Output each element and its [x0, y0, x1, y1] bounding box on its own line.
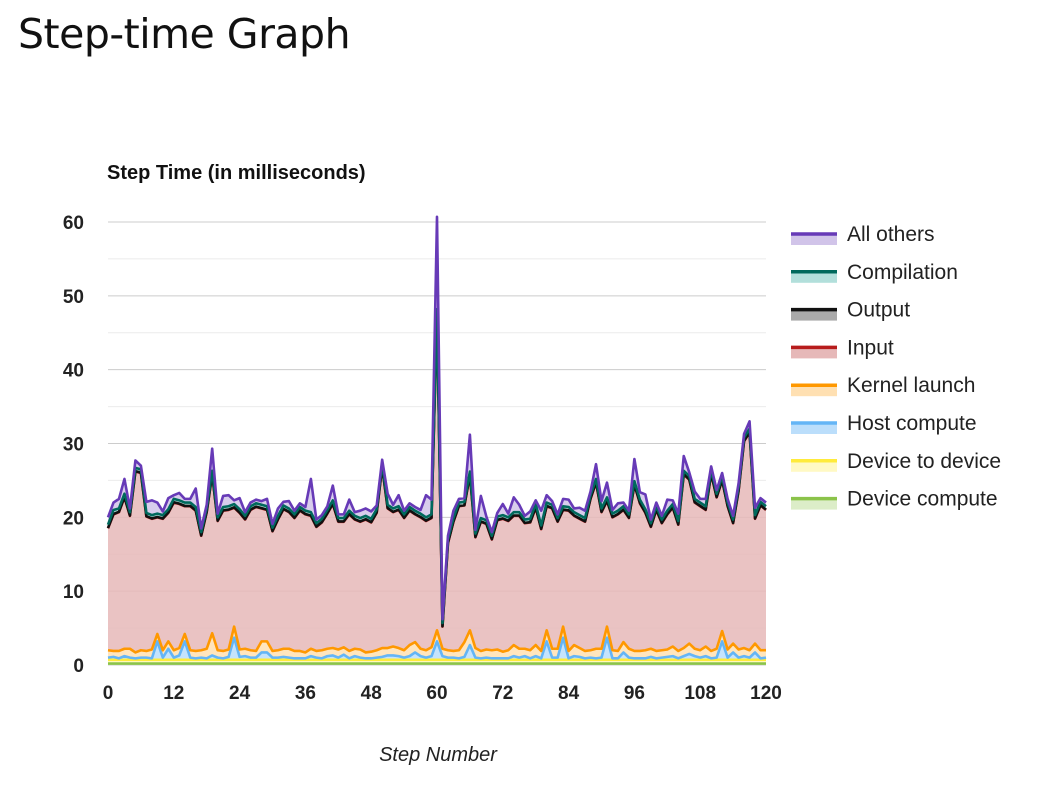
legend-swatch — [791, 347, 837, 359]
legend-item[interactable]: Device to device — [791, 450, 1001, 473]
legend-label: All others — [847, 223, 935, 246]
legend-label: Output — [847, 299, 910, 322]
legend-label: Compilation — [847, 261, 958, 284]
legend-label: Host compute — [847, 412, 977, 435]
x-axis-ticks: 0 12 24 36 48 60 72 84 96 108 120 — [103, 683, 782, 704]
legend-item[interactable]: Input — [791, 336, 894, 359]
y-tick-label: 40 — [63, 361, 84, 382]
y-tick-label: 50 — [63, 287, 84, 308]
area-input — [108, 312, 766, 653]
page-title: Step-time Graph — [18, 10, 351, 58]
y-tick-label: 60 — [63, 213, 84, 234]
y-tick-label: 30 — [63, 435, 84, 456]
x-tick-label: 36 — [295, 683, 316, 704]
area-host-compute — [108, 637, 766, 660]
y-tick-label: 10 — [63, 582, 84, 603]
x-tick-label: 12 — [163, 683, 184, 704]
x-axis-title: Step Number — [379, 744, 498, 766]
legend-swatch — [791, 423, 837, 434]
legend-swatch — [791, 234, 837, 245]
legend-item[interactable]: Kernel launch — [791, 374, 975, 397]
legend-label: Kernel launch — [847, 374, 975, 397]
x-tick-label: 0 — [103, 683, 114, 704]
legend-swatch — [791, 460, 837, 472]
chart-title: Step Time (in milliseconds) — [107, 162, 366, 184]
x-tick-label: 108 — [684, 683, 716, 704]
y-tick-label: 0 — [73, 656, 84, 677]
legend-swatch — [791, 498, 837, 510]
y-tick-label: 20 — [63, 508, 84, 529]
series-lines — [106, 215, 767, 665]
line-kernel-launch — [107, 625, 766, 654]
line-all-others — [106, 215, 767, 621]
x-tick-label: 120 — [750, 683, 782, 704]
area-kernel-launch — [108, 626, 766, 659]
y-axis-ticks: 0 10 20 30 40 50 60 — [63, 213, 84, 677]
x-tick-label: 84 — [558, 683, 580, 704]
x-tick-label: 72 — [492, 683, 513, 704]
legend-label: Device to device — [847, 450, 1001, 473]
legend: All others Compilation Output Input Kernel l… — [791, 223, 1001, 511]
line-host-compute — [107, 636, 767, 660]
legend-swatch — [791, 385, 837, 397]
x-tick-label: 24 — [229, 683, 251, 704]
legend-item[interactable]: Device compute — [791, 488, 998, 511]
x-tick-label: 48 — [361, 683, 382, 704]
legend-item[interactable]: Output — [791, 299, 910, 322]
legend-label: Input — [847, 336, 894, 359]
legend-item[interactable]: All others — [791, 223, 935, 246]
legend-label: Device compute — [847, 488, 998, 511]
x-tick-label: 60 — [426, 683, 447, 704]
legend-item[interactable]: Host compute — [791, 412, 977, 435]
x-tick-label: 96 — [624, 683, 645, 704]
legend-item[interactable]: Compilation — [791, 261, 958, 284]
legend-swatch — [791, 271, 837, 283]
legend-swatch — [791, 309, 837, 321]
